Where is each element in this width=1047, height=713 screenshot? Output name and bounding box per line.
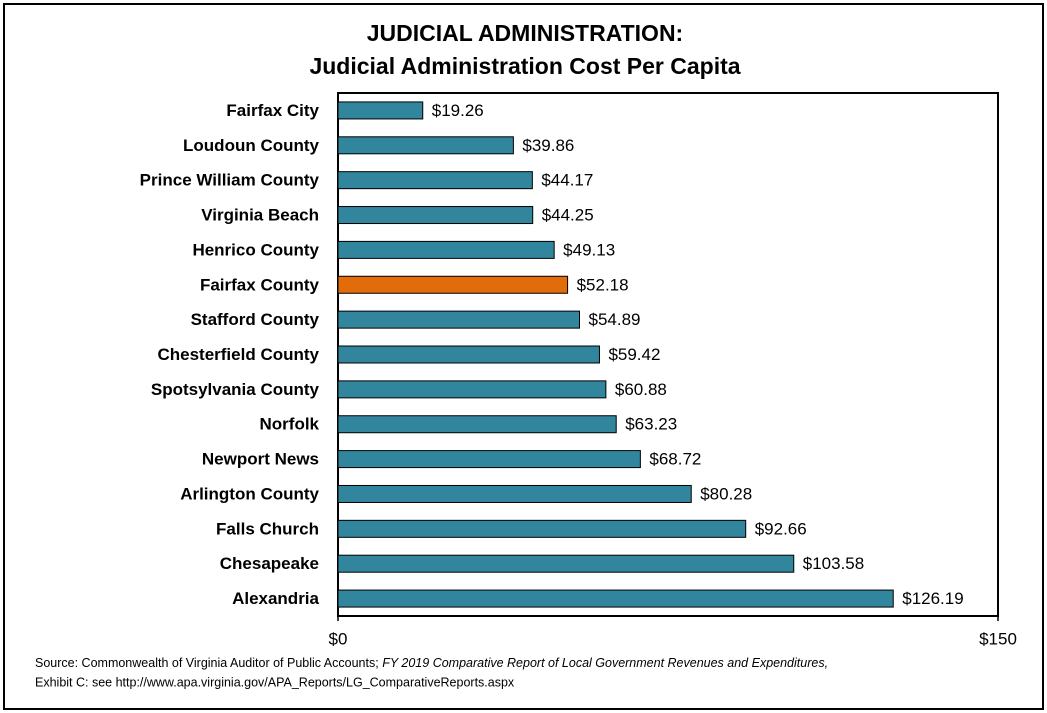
value-label: $52.18 xyxy=(577,275,629,294)
source-title: FY 2019 Comparative Report of Local Gove… xyxy=(382,656,828,670)
bar xyxy=(337,519,747,538)
y-tick-label: Prince William County xyxy=(140,171,320,190)
y-tick-label: Virginia Beach xyxy=(201,206,319,225)
x-tick-label: $0 xyxy=(329,629,348,648)
bar xyxy=(337,554,795,573)
y-tick-label: Newport News xyxy=(202,450,319,469)
value-label: $103.58 xyxy=(803,554,864,573)
bar xyxy=(337,415,617,434)
bar xyxy=(337,589,894,608)
bar xyxy=(337,101,424,120)
bar xyxy=(337,450,641,469)
y-tick-label: Alexandria xyxy=(232,589,319,608)
value-label: $49.13 xyxy=(563,240,615,259)
chart-subtitle: Judicial Administration Cost Per Capita xyxy=(309,53,740,79)
bar xyxy=(337,136,514,155)
x-tick-label: $150 xyxy=(979,629,1017,648)
y-tick-label: Chesapeake xyxy=(220,554,319,573)
value-label: $39.86 xyxy=(522,136,574,155)
source-text: Source: Commonwealth of Virginia Auditor… xyxy=(35,656,382,670)
value-label: $68.72 xyxy=(649,450,701,469)
value-label: $60.88 xyxy=(615,380,667,399)
y-tick-label: Arlington County xyxy=(180,484,319,503)
y-tick-label: Stafford County xyxy=(191,310,320,329)
chart-title: JUDICIAL ADMINISTRATION: xyxy=(367,20,683,46)
value-label: $54.89 xyxy=(589,310,641,329)
bar xyxy=(337,484,692,503)
value-label: $59.42 xyxy=(608,345,660,364)
bar xyxy=(337,206,534,225)
bar xyxy=(337,345,600,364)
y-tick-label: Fairfax County xyxy=(200,275,320,294)
y-tick-label: Fairfax City xyxy=(226,101,319,120)
value-label: $80.28 xyxy=(700,484,752,503)
value-label: $63.23 xyxy=(625,415,677,434)
bar xyxy=(337,310,581,329)
value-label: $44.17 xyxy=(541,171,593,190)
y-tick-label: Loudoun County xyxy=(183,136,320,155)
y-tick-label: Chesterfield County xyxy=(157,345,319,364)
frame xyxy=(3,3,1044,710)
value-label: $44.25 xyxy=(542,206,594,225)
bar xyxy=(337,380,607,399)
y-tick-label: Falls Church xyxy=(216,519,319,538)
y-tick-label: Norfolk xyxy=(260,415,320,434)
value-label: $19.26 xyxy=(432,101,484,120)
value-label: $126.19 xyxy=(902,589,963,608)
source: Source: Commonwealth of Virginia Auditor… xyxy=(35,656,828,670)
y-tick-label: Spotsylvania County xyxy=(151,380,320,399)
value-label: $92.66 xyxy=(755,519,807,538)
source-link: Exhibit C: see http://www.apa.virginia.g… xyxy=(35,675,515,689)
y-tick-label: Henrico County xyxy=(192,240,319,259)
bar xyxy=(337,275,569,294)
bar xyxy=(337,171,533,190)
bar xyxy=(337,240,555,259)
